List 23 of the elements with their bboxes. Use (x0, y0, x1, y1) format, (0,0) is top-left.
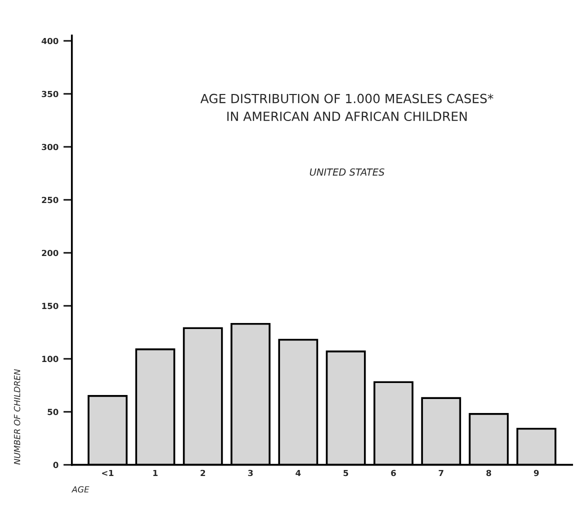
x-tick-label: 7 (438, 470, 444, 476)
x-tick-label: 4 (296, 470, 301, 476)
x-tick-label: 2 (200, 470, 206, 476)
x-tick-label: 6 (391, 470, 396, 476)
y-tick-label: 150 (42, 302, 58, 310)
y-tick-label: 350 (42, 90, 58, 98)
y-tick-label: 50 (48, 408, 58, 416)
y-axis-title: NUMBER OF CHILDREN (14, 369, 20, 465)
y-tick-label: 400 (42, 38, 58, 44)
y-tick-label: 200 (42, 250, 58, 256)
x-tick-label: 9 (534, 470, 539, 476)
y-tick-label: 300 (42, 144, 58, 150)
y-tick-label: 0 (53, 462, 58, 468)
y-tick-label: 250 (42, 196, 58, 204)
x-tick-label: 1 (153, 470, 158, 476)
y-tick-label: 100 (42, 356, 58, 362)
x-tick-label: 5 (344, 470, 348, 476)
text: AGE DISTRIBUTION OF 1.000 MEASLES CASES* IN AMERICAN AND AFRICAN CHILDREN (200, 94, 494, 122)
x-axis-title: AGE (71, 486, 90, 493)
text: UNITED STATES (310, 168, 384, 176)
x-tick-label: 8 (486, 470, 492, 476)
x-tick-label: 3 (248, 470, 253, 476)
x-tick-label: <1 (102, 470, 114, 476)
